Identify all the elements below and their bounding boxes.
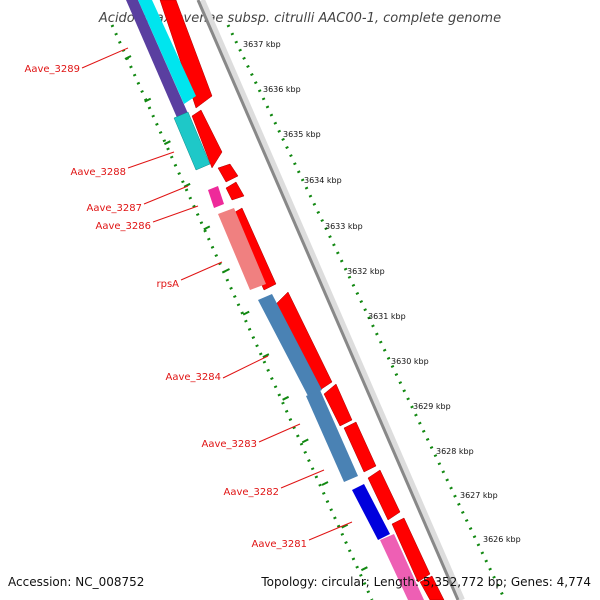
map-title: Acidovorax avenae subsp. citrulli AAC00-… (98, 11, 501, 26)
leader-aave-3288 (127, 151, 175, 169)
kbp-label: 3628 kbp (436, 447, 474, 456)
major-tick (163, 140, 171, 146)
major-tick (183, 182, 191, 188)
leader-rpsa (180, 261, 223, 281)
kbp-label: 3629 kbp (413, 402, 451, 411)
leader-aave-3289 (81, 47, 129, 69)
major-tick (242, 310, 250, 316)
forward-gene-7 (323, 383, 353, 427)
inner-tick-track (110, 24, 374, 600)
kbp-label: 3636 kbp (263, 85, 301, 94)
gene-label-aave-3284: Aave_3284 (166, 372, 222, 383)
kbp-label: 3637 kbp (243, 40, 281, 49)
major-tick (262, 353, 270, 359)
gene-labels: Aave_3289 Aave_3288 Aave_3287 Aave_3286 … (25, 47, 353, 550)
gene-block-aave-3289-cyan (138, 0, 196, 104)
leader-aave-3281 (308, 521, 353, 541)
accession-text: Accession: NC_008752 (8, 575, 144, 589)
gene-block-aave-3288 (173, 111, 211, 171)
forward-gene-4 (225, 181, 245, 201)
forward-gene-10 (391, 517, 431, 583)
major-ticks (124, 55, 368, 572)
gene-block-aave-3281 (380, 534, 424, 600)
leader-aave-3287 (143, 185, 189, 205)
kbp-scale: 3637 kbp 3636 kbp 3635 kbp 3634 kbp 3633… (243, 40, 521, 544)
forward-gene-9 (367, 469, 401, 521)
major-tick (321, 481, 329, 486)
gene-label-aave-3286: Aave_3286 (96, 221, 152, 232)
kbp-label: 3632 kbp (347, 267, 385, 276)
genome-summary-text: Topology: circular; Length: 5,352,772 bp… (260, 575, 591, 589)
major-tick (124, 55, 132, 60)
major-tick (144, 97, 152, 103)
kbp-label: 3635 kbp (283, 130, 321, 139)
leader-aave-3284 (222, 355, 269, 379)
backbone-shadow (199, 0, 465, 600)
kbp-label: 3627 kbp (460, 491, 498, 500)
gene-label-rpsa: rpsA (156, 279, 179, 290)
major-tick (341, 523, 349, 529)
kbp-label: 3634 kbp (304, 176, 342, 185)
major-tick (301, 438, 309, 444)
forward-gene-8 (343, 421, 377, 473)
kbp-label: 3626 kbp (483, 535, 521, 544)
forward-gene-2 (191, 109, 223, 169)
gene-block-aave-3282 (352, 484, 390, 540)
gene-label-aave-3283: Aave_3283 (202, 439, 258, 450)
major-tick (223, 268, 230, 273)
forward-gene-3 (217, 163, 239, 183)
kbp-label: 3630 kbp (391, 357, 429, 366)
outer-tick-track (226, 24, 507, 600)
forward-gene-11 (419, 575, 445, 600)
major-tick (203, 225, 211, 231)
backbone (196, 0, 460, 600)
forward-strand-track (159, 0, 445, 600)
kbp-label: 3633 kbp (325, 222, 363, 231)
gene-block-rpsa (218, 208, 266, 290)
gene-block-aave-3284 (258, 294, 322, 396)
gene-label-aave-3287: Aave_3287 (87, 203, 143, 214)
gene-block-aave-3287 (208, 186, 224, 208)
gene-block-aave-3289-purple (126, 0, 190, 120)
leader-aave-3282 (280, 469, 325, 489)
gene-label-aave-3281: Aave_3281 (252, 539, 308, 550)
gene-label-aave-3282: Aave_3282 (224, 487, 280, 498)
kbp-label: 3631 kbp (368, 312, 406, 321)
gene-label-aave-3289: Aave_3289 (25, 64, 81, 75)
leader-aave-3283 (258, 423, 301, 443)
major-tick (360, 566, 368, 572)
leader-aave-3286 (152, 205, 199, 223)
major-tick (282, 395, 290, 401)
gene-label-aave-3288: Aave_3288 (71, 167, 127, 178)
gene-block-aave-3283 (306, 390, 358, 482)
reverse-strand-track (126, 0, 424, 600)
